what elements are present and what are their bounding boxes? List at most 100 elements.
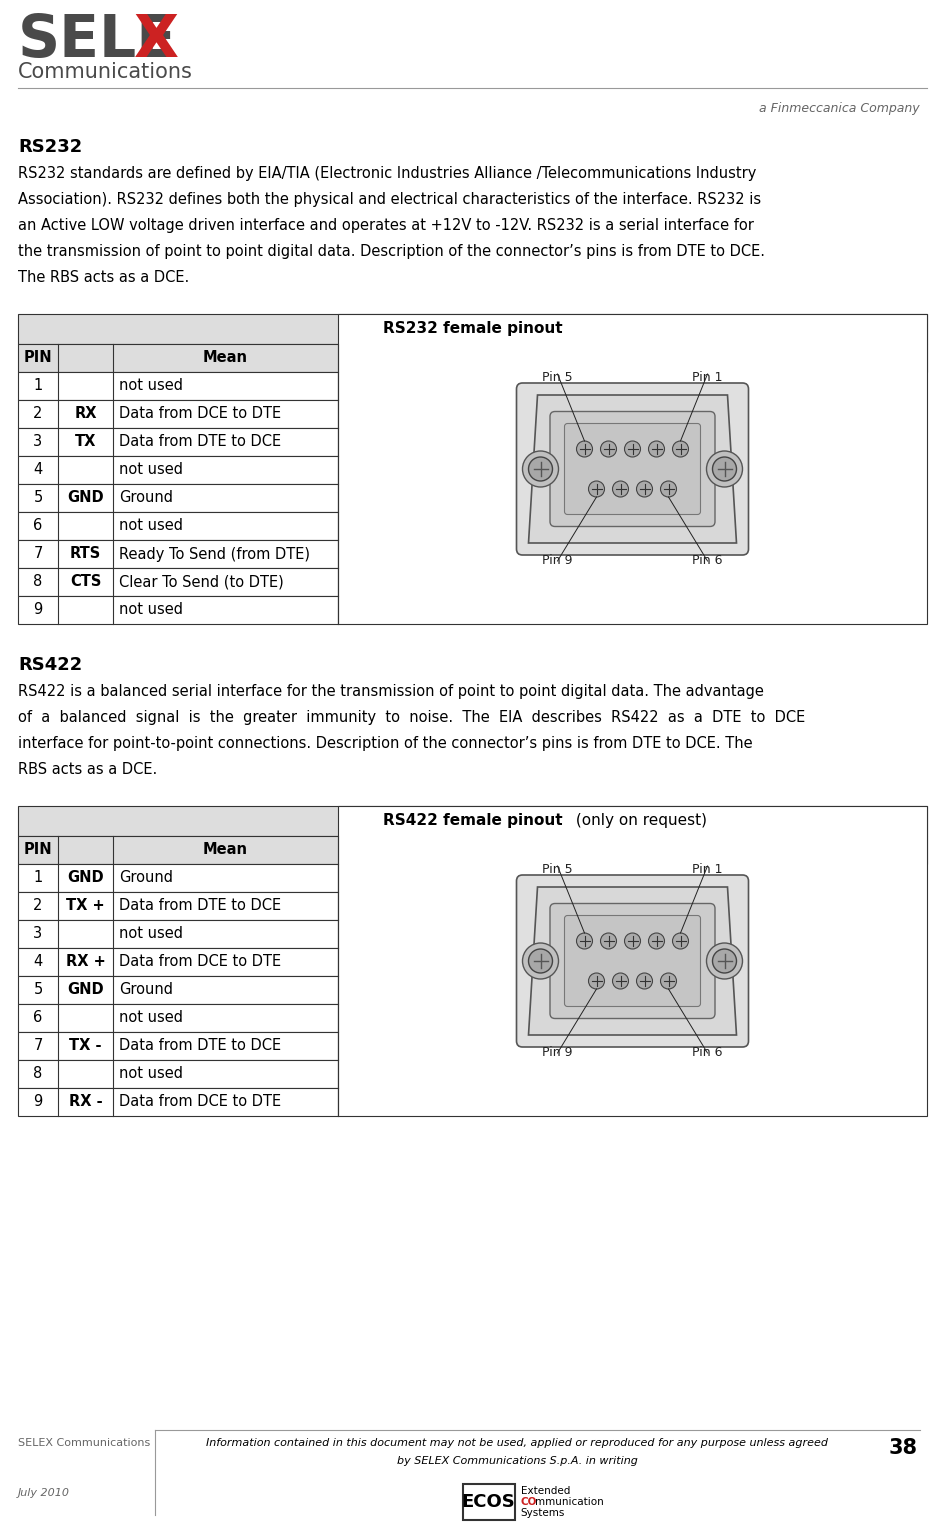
Text: not used: not used (119, 927, 183, 941)
Polygon shape (528, 395, 735, 543)
Circle shape (599, 933, 615, 949)
Bar (338, 807, 926, 1116)
FancyBboxPatch shape (549, 412, 715, 526)
Text: Pin 1: Pin 1 (691, 371, 722, 384)
Text: PIN: PIN (24, 842, 52, 857)
Text: Data from DTE to DCE: Data from DTE to DCE (119, 435, 280, 450)
Circle shape (660, 973, 676, 990)
Text: RS232 female pinout: RS232 female pinout (382, 322, 562, 337)
Circle shape (612, 480, 628, 497)
Bar (18, 567, 338, 596)
Text: GND: GND (67, 982, 104, 997)
Text: Mean: Mean (203, 351, 247, 366)
Text: (only on request): (only on request) (571, 813, 706, 828)
Text: SELE: SELE (18, 12, 177, 69)
Text: 4: 4 (33, 955, 42, 970)
Circle shape (712, 458, 735, 480)
Text: X: X (134, 12, 178, 69)
FancyBboxPatch shape (516, 875, 748, 1048)
Text: Ground: Ground (119, 982, 173, 997)
Text: Association). RS232 defines both the physical and electrical characteristics of : Association). RS232 defines both the phy… (18, 192, 760, 207)
Text: 8: 8 (33, 575, 42, 590)
Circle shape (660, 480, 676, 497)
Bar (18, 807, 926, 836)
Text: Pin 5: Pin 5 (542, 863, 572, 875)
FancyBboxPatch shape (516, 383, 748, 555)
Text: 2: 2 (33, 407, 42, 421)
Circle shape (636, 973, 651, 990)
Text: Data from DCE to DTE: Data from DCE to DTE (119, 1095, 280, 1110)
Text: TX -: TX - (69, 1039, 102, 1054)
Text: Pin 1: Pin 1 (691, 863, 722, 875)
Circle shape (588, 973, 604, 990)
Circle shape (528, 949, 552, 973)
Text: RX +: RX + (65, 955, 106, 970)
Text: Ground: Ground (119, 871, 173, 886)
Bar (18, 400, 338, 429)
Text: 2: 2 (33, 898, 42, 913)
Text: 7: 7 (33, 546, 42, 561)
Text: SELEX Communications: SELEX Communications (18, 1438, 150, 1449)
Text: not used: not used (119, 518, 183, 534)
Text: mmunication: mmunication (534, 1498, 602, 1507)
Circle shape (576, 933, 592, 949)
Bar (18, 429, 338, 456)
Text: 8: 8 (33, 1066, 42, 1081)
Bar (18, 1003, 338, 1032)
Text: ECOS: ECOS (461, 1493, 514, 1511)
Circle shape (672, 441, 688, 458)
Text: RS422 is a balanced serial interface for the transmission of point to point digi: RS422 is a balanced serial interface for… (18, 685, 763, 698)
Text: Pin 6: Pin 6 (691, 554, 722, 567)
Circle shape (588, 480, 604, 497)
Text: RTS: RTS (70, 546, 101, 561)
Text: by SELEX Communications S.p.A. in writing: by SELEX Communications S.p.A. in writin… (396, 1456, 637, 1466)
Text: TX: TX (75, 435, 96, 450)
Bar (18, 1087, 338, 1116)
Text: CO: CO (520, 1498, 536, 1507)
Text: Data from DTE to DCE: Data from DTE to DCE (119, 1039, 280, 1054)
Bar (18, 456, 338, 483)
Text: GND: GND (67, 491, 104, 505)
Circle shape (706, 942, 742, 979)
Text: not used: not used (119, 462, 183, 477)
Text: 1: 1 (33, 378, 42, 393)
Text: 3: 3 (33, 435, 42, 450)
Text: Clear To Send (to DTE): Clear To Send (to DTE) (119, 575, 283, 590)
Text: The RBS acts as a DCE.: The RBS acts as a DCE. (18, 270, 189, 285)
Text: 1: 1 (33, 871, 42, 886)
Bar (18, 976, 338, 1003)
Text: the transmission of point to point digital data. Description of the connector’s : the transmission of point to point digit… (18, 244, 765, 259)
Text: 38: 38 (888, 1438, 917, 1458)
Text: 7: 7 (33, 1039, 42, 1054)
Text: Data from DCE to DTE: Data from DCE to DTE (119, 407, 280, 421)
Text: Pin 9: Pin 9 (542, 1046, 572, 1058)
Circle shape (672, 933, 688, 949)
Text: July 2010: July 2010 (18, 1488, 70, 1498)
Text: 9: 9 (33, 602, 42, 618)
Bar (18, 949, 338, 976)
Text: CTS: CTS (70, 575, 101, 590)
Text: Ready To Send (from DTE): Ready To Send (from DTE) (119, 546, 310, 561)
Text: RS232: RS232 (18, 137, 82, 156)
Text: Extended: Extended (520, 1485, 569, 1496)
Bar (18, 483, 338, 512)
Bar (18, 596, 338, 624)
Circle shape (712, 949, 735, 973)
Text: Data from DCE to DTE: Data from DCE to DTE (119, 955, 280, 970)
Text: RS422: RS422 (18, 656, 82, 674)
Bar (18, 314, 926, 345)
Bar (18, 1060, 338, 1087)
Text: not used: not used (119, 378, 183, 393)
Bar (18, 865, 338, 892)
Text: TX +: TX + (66, 898, 105, 913)
Bar (18, 1032, 338, 1060)
Bar (18, 920, 338, 949)
Text: PIN: PIN (24, 351, 52, 366)
Text: Data from DTE to DCE: Data from DTE to DCE (119, 898, 280, 913)
Text: Pin 9: Pin 9 (542, 554, 572, 567)
Text: not used: not used (119, 1066, 183, 1081)
Text: 6: 6 (33, 518, 42, 534)
Circle shape (624, 933, 640, 949)
Text: RS232 standards are defined by EIA/TIA (Electronic Industries Alliance /Telecomm: RS232 standards are defined by EIA/TIA (… (18, 166, 755, 181)
Text: 3: 3 (33, 927, 42, 941)
